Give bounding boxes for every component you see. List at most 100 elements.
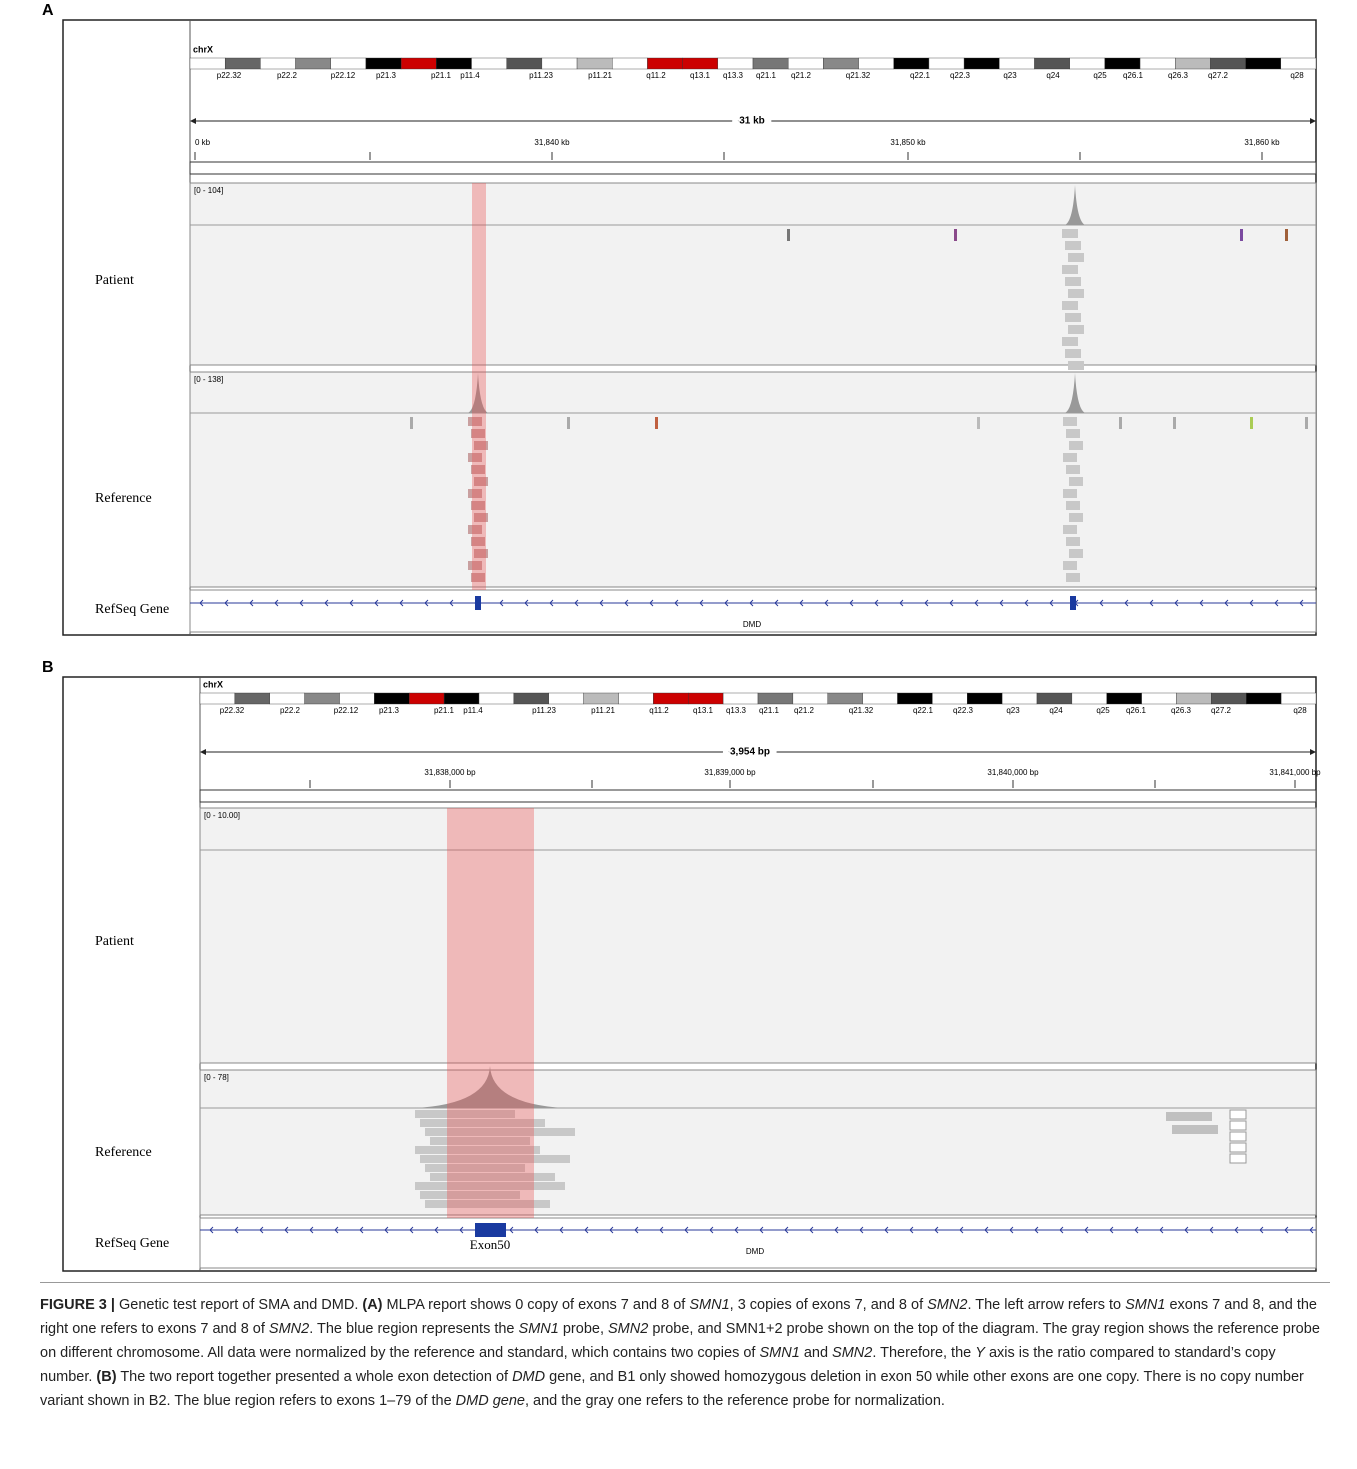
- band-label: p11.4: [463, 706, 483, 715]
- ideogram-band: [444, 693, 479, 704]
- ideogram-band: [863, 693, 898, 704]
- ruler-box: [200, 790, 1316, 802]
- track-name: RefSeq Gene: [95, 602, 169, 617]
- band-label: q25: [1096, 706, 1110, 715]
- gene-track: [200, 1218, 1316, 1268]
- band-label: q27.2: [1211, 706, 1232, 715]
- ideogram-band: [200, 693, 235, 704]
- band-label: q11.2: [646, 71, 666, 80]
- band-label: q21.32: [849, 706, 874, 715]
- read: [1230, 1121, 1246, 1130]
- chromosome: chrX: [203, 679, 223, 689]
- band-label: q26.1: [1123, 71, 1144, 80]
- read: [1066, 537, 1080, 546]
- caption-segment: (B): [96, 1369, 116, 1385]
- band-label: q22.3: [953, 706, 974, 715]
- caption-segment: , and the gray one refers to the referen…: [525, 1393, 945, 1409]
- ideogram-band: [793, 693, 828, 704]
- caption-segment: SMN1: [519, 1321, 559, 1337]
- read: [1069, 549, 1083, 558]
- caption-segment: DMD gene: [456, 1393, 525, 1409]
- caption-segment: probe,: [559, 1321, 608, 1337]
- band-label: p22.12: [331, 71, 356, 80]
- ideogram-band: [436, 58, 471, 69]
- band-label: p21.1: [431, 71, 452, 80]
- band-label: p11.4: [460, 71, 480, 80]
- ideogram-band: [1177, 693, 1212, 704]
- read: [1062, 229, 1078, 238]
- read: [1250, 417, 1253, 429]
- read: [655, 417, 658, 429]
- panel-label: B: [42, 659, 54, 676]
- track-range: [0 - 104]: [194, 186, 223, 195]
- band-label: q21.1: [756, 71, 777, 80]
- read: [954, 229, 957, 241]
- caption-segment: SMN2: [927, 1297, 967, 1313]
- ideogram-band: [507, 58, 542, 69]
- ideogram-band: [584, 693, 619, 704]
- ideogram-band: [190, 58, 225, 69]
- read: [410, 417, 413, 429]
- ideogram-band: [1281, 693, 1316, 704]
- caption-segment: SMN2: [608, 1321, 648, 1337]
- read: [1069, 513, 1083, 522]
- gene-label: DMD: [746, 1247, 764, 1256]
- track-name: Reference: [95, 491, 152, 506]
- band-label: p11.23: [529, 71, 553, 80]
- ideogram-band: [577, 58, 612, 69]
- band-label: q13.1: [693, 706, 714, 715]
- exon: [1070, 596, 1076, 610]
- exon-label: Exon50: [470, 1237, 510, 1252]
- ideogram-band: [788, 58, 823, 69]
- read: [1063, 417, 1077, 426]
- track: [200, 808, 1316, 1063]
- read: [567, 417, 570, 429]
- ruler-box: [190, 162, 1316, 174]
- track-name: RefSeq Gene: [95, 1236, 169, 1251]
- read: [1063, 489, 1077, 498]
- read: [1062, 265, 1078, 274]
- band-label: p22.2: [277, 71, 298, 80]
- ideogram-band: [929, 58, 964, 69]
- ideogram-band: [1070, 58, 1105, 69]
- ideogram-band: [964, 58, 999, 69]
- read: [1065, 349, 1081, 358]
- ideogram-band: [235, 693, 270, 704]
- exon: [475, 596, 481, 610]
- band-label: q26.3: [1171, 706, 1192, 715]
- ideogram-band: [647, 58, 682, 69]
- panel-label: A: [42, 2, 54, 19]
- caption-segment: (A): [362, 1297, 382, 1313]
- caption-segment: . The left arrow refers to: [967, 1297, 1125, 1313]
- band-label: q22.1: [910, 71, 931, 80]
- ideogram-band: [688, 693, 723, 704]
- read: [1069, 477, 1083, 486]
- ideogram-band: [225, 58, 260, 69]
- ruler-label: 31,839,000 bp: [704, 768, 756, 777]
- read: [1230, 1154, 1246, 1163]
- ideogram-band: [967, 693, 1002, 704]
- ruler-label: 31,840 kb: [534, 138, 570, 147]
- caption-segment: SMN2: [832, 1345, 872, 1361]
- ideogram-band: [514, 693, 549, 704]
- read: [1305, 417, 1308, 429]
- read: [1230, 1143, 1246, 1152]
- band-label: q28: [1290, 71, 1304, 80]
- band-label: q28: [1293, 706, 1307, 715]
- caption-segment: and: [800, 1345, 832, 1361]
- read: [1066, 573, 1080, 582]
- highlight: [472, 183, 486, 590]
- ruler-label: 0 kb: [195, 138, 211, 147]
- read: [1172, 1125, 1218, 1134]
- ideogram-band: [653, 693, 688, 704]
- caption-segment: The two report together presented a whol…: [117, 1369, 513, 1385]
- ideogram-band: [1211, 693, 1246, 704]
- caption-segment: SMN1: [689, 1297, 729, 1313]
- figure: AchrXp22.32p22.2p22.12p21.3p21.1p11.4p11…: [0, 0, 1357, 1280]
- band-label: q23: [1003, 71, 1017, 80]
- band-label: q13.3: [723, 71, 744, 80]
- ruler-label: 31,860 kb: [1244, 138, 1280, 147]
- read: [1066, 501, 1080, 510]
- band-label: q27.2: [1208, 71, 1229, 80]
- track-range: [0 - 78]: [204, 1073, 229, 1082]
